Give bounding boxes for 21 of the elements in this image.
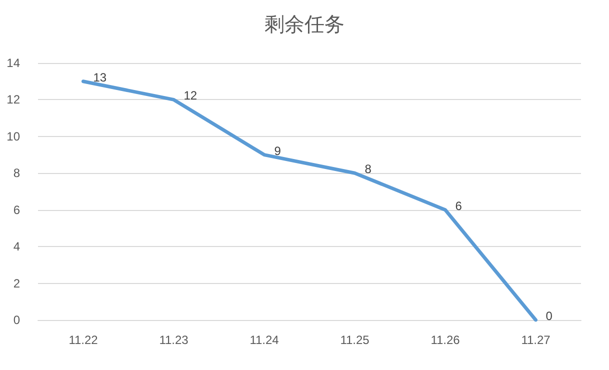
data-label: 0 bbox=[546, 309, 553, 323]
x-tick-label: 11.24 bbox=[250, 333, 280, 347]
y-tick-label: 4 bbox=[13, 240, 20, 254]
chart-title: 剩余任务 bbox=[264, 14, 344, 36]
y-tick-label: 0 bbox=[13, 313, 20, 327]
x-tick-label: 11.27 bbox=[521, 333, 551, 347]
y-tick-label: 2 bbox=[13, 276, 20, 290]
y-tick-label: 14 bbox=[6, 56, 20, 70]
data-label: 13 bbox=[93, 70, 107, 84]
y-tick-label: 12 bbox=[6, 92, 20, 107]
y-tick-label: 10 bbox=[6, 129, 20, 144]
data-label: 9 bbox=[274, 144, 282, 158]
y-tick-label: 6 bbox=[13, 202, 20, 217]
data-label: 6 bbox=[455, 198, 462, 213]
data-label: 8 bbox=[364, 162, 372, 176]
y-tick-label: 8 bbox=[13, 166, 20, 180]
x-tick-label: 11.23 bbox=[159, 333, 189, 347]
data-label: 12 bbox=[184, 88, 198, 103]
x-tick-label: 11.26 bbox=[430, 333, 460, 347]
x-tick-label: 11.25 bbox=[340, 333, 370, 347]
x-tick-label: 11.22 bbox=[68, 333, 98, 347]
